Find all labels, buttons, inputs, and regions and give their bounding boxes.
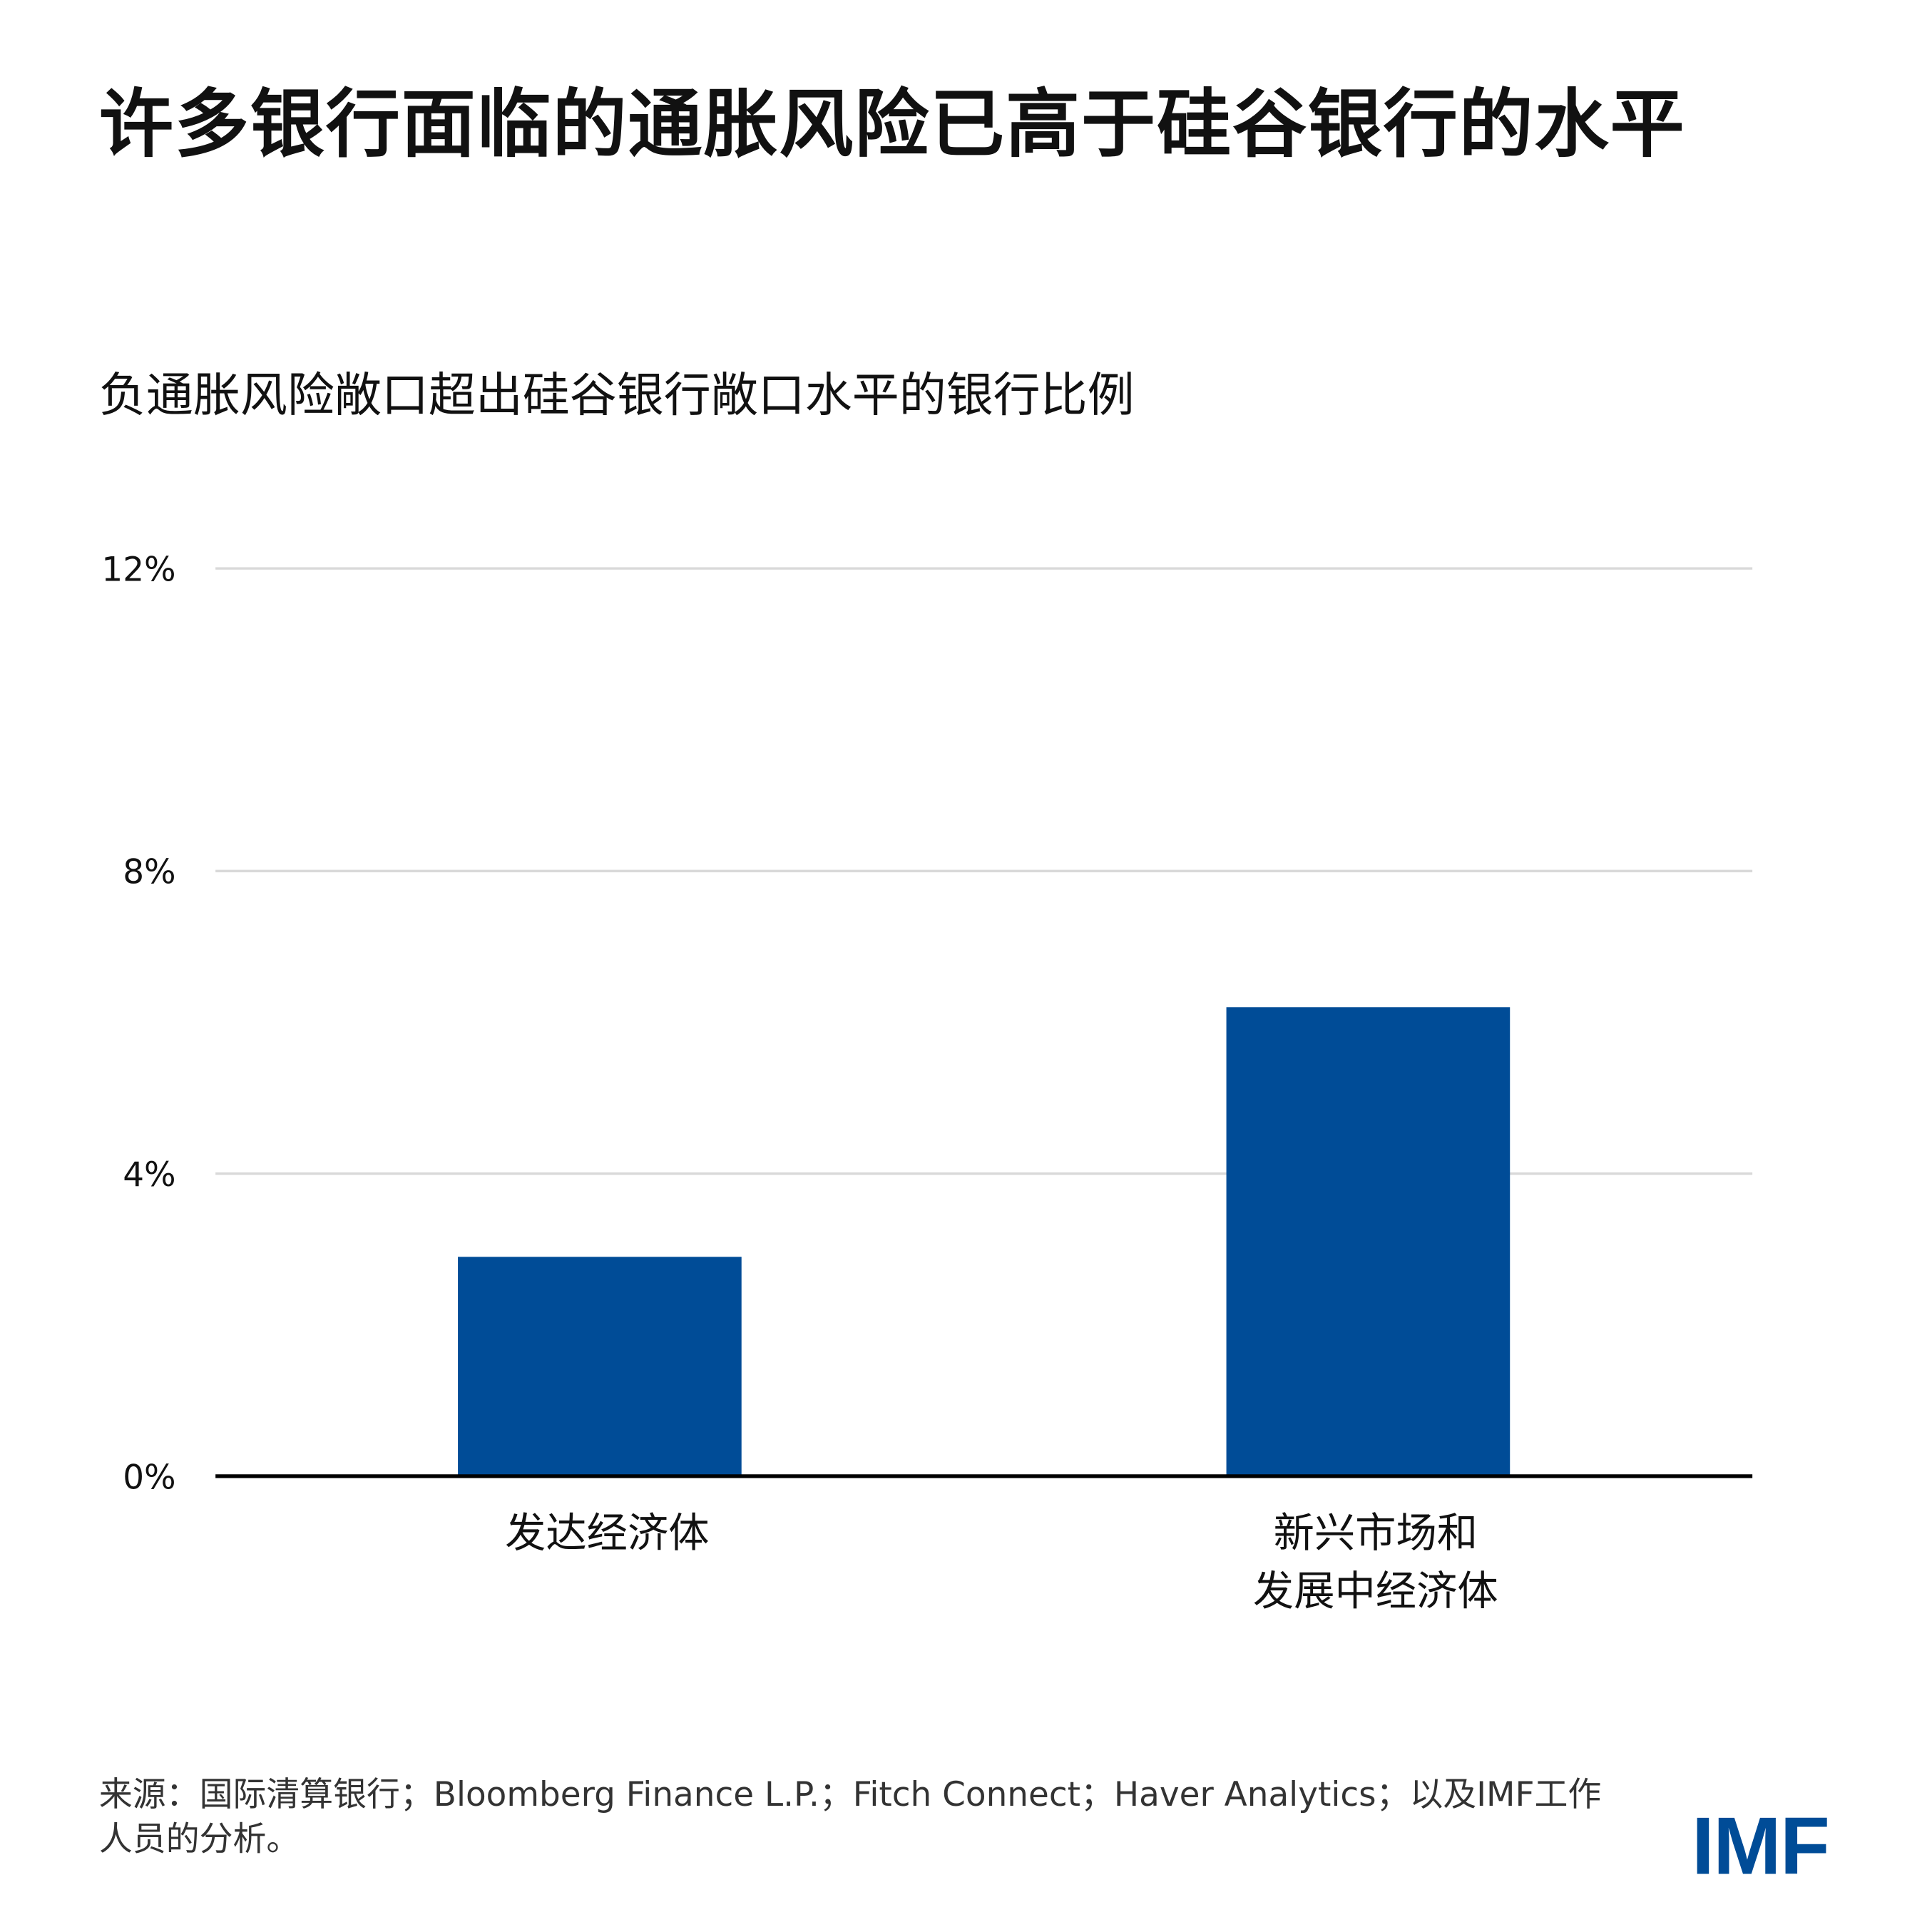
x-category-label: 新兴市场和 <box>1274 1509 1478 1557</box>
bar <box>458 1257 742 1476</box>
y-tick-label: 12% <box>101 550 175 589</box>
y-tick-label: 4% <box>123 1155 175 1195</box>
y-tick-label: 0% <box>123 1458 175 1497</box>
source-note: 来源：国际清算银行；Bloomberg Finance L.P.；Fitch C… <box>98 1776 1602 1859</box>
y-tick-label: 8% <box>123 853 175 892</box>
x-category-label: 发达经济体 <box>505 1509 710 1557</box>
chart-subtitle: 负通胀风险敞口超出硅谷银行敞口水平的银行比例 <box>98 367 1135 423</box>
bar <box>1226 1007 1511 1476</box>
imf-logo: IMF <box>1692 1799 1830 1891</box>
chart-title: 许多银行面临的通胀风险已高于硅谷银行的水平 <box>98 81 1686 169</box>
x-category-label: 发展中经济体 <box>1253 1568 1498 1615</box>
